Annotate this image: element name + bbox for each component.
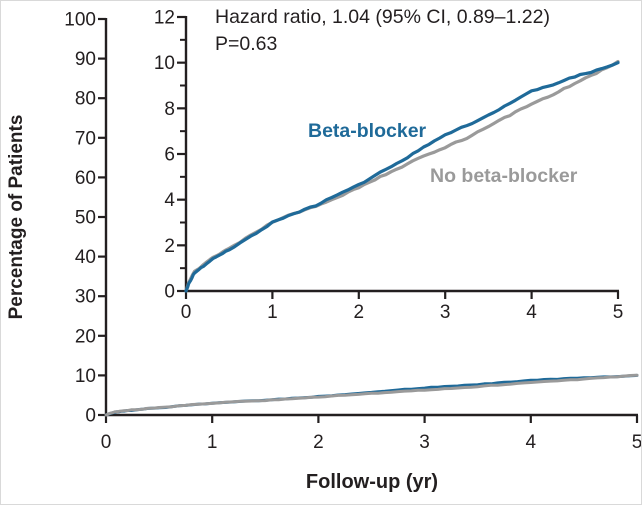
hazard-ratio-annotation: Hazard ratio, 1.04 (95% CI, 0.89–1.22) P… — [215, 4, 550, 58]
main-x-tick-label: 0 — [101, 432, 112, 453]
main-y-tick-label: 70 — [75, 128, 96, 149]
beta-blocker-curve-inset — [184, 61, 620, 293]
inset-x-tick-label: 5 — [613, 302, 624, 323]
no-beta-blocker-curve-main — [104, 373, 639, 417]
y-axis-title: Percentage of Patients — [6, 114, 27, 320]
inset-y-tick-label: 2 — [164, 236, 175, 257]
main-x-tick-label: 1 — [207, 432, 218, 453]
no-beta-blocker-series-label: No beta-blocker — [430, 165, 578, 187]
main-x-tick-label: 2 — [313, 432, 324, 453]
main-y-tick-label: 60 — [75, 168, 96, 189]
main-y-tick-label: 80 — [75, 89, 96, 110]
main-y-tick-label: 30 — [75, 287, 96, 308]
main-x-tick-label: 3 — [419, 432, 430, 453]
inset-x-tick-label: 2 — [354, 302, 365, 323]
main-x-tick-label: 4 — [526, 432, 537, 453]
inset-x-tick-label: 4 — [526, 302, 537, 323]
main-y-tick-label: 20 — [75, 326, 96, 347]
hazard-ratio-text: Hazard ratio, 1.04 (95% CI, 0.89–1.22) — [215, 6, 550, 28]
main-y-tick-label: 10 — [75, 366, 96, 387]
inset-y-tick-label: 8 — [164, 99, 175, 120]
main-y-tick-label: 40 — [75, 247, 96, 268]
main-x-tick-label: 5 — [632, 432, 642, 453]
main-y-tick-label: 50 — [75, 208, 96, 229]
beta-blocker-series-label: Beta-blocker — [308, 120, 427, 142]
inset-y-tick-label: 10 — [154, 53, 175, 74]
p-value-text: P=0.63 — [215, 33, 278, 55]
inset-x-tick-label: 3 — [440, 302, 451, 323]
inset-y-tick-label: 4 — [164, 190, 175, 211]
inset-x-tick-label: 1 — [267, 302, 278, 323]
inset-y-tick-label: 6 — [164, 145, 175, 166]
main-y-tick-label: 90 — [75, 49, 96, 70]
inset-y-tick-label: 12 — [154, 8, 175, 29]
x-axis-title: Follow-up (yr) — [305, 471, 439, 493]
main-y-tick-label: 100 — [64, 10, 96, 31]
inset-x-tick-label: 0 — [181, 302, 192, 323]
main-y-tick-label: 0 — [85, 406, 96, 427]
inset-y-tick-label: 0 — [164, 282, 175, 303]
